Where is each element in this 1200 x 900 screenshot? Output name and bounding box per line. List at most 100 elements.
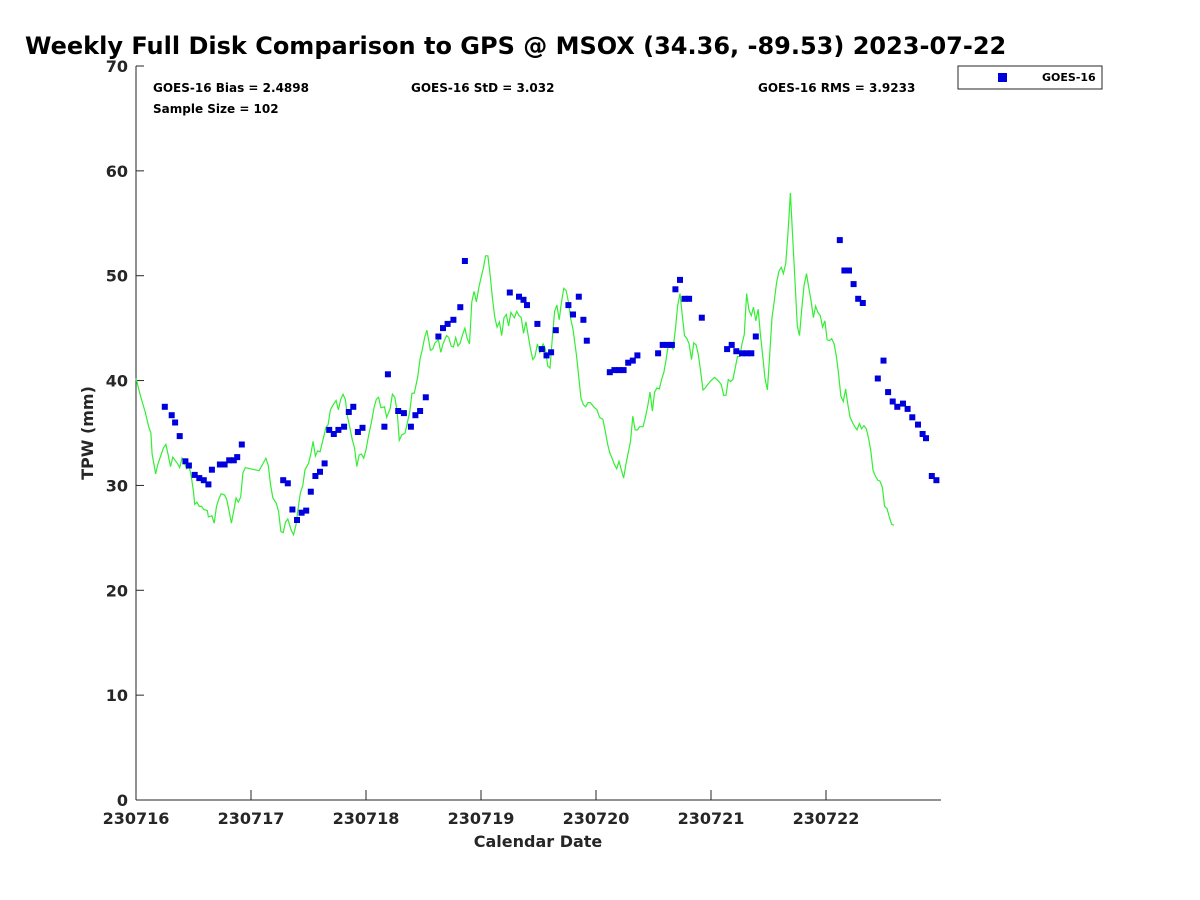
goes-point xyxy=(168,412,175,419)
goes-point xyxy=(205,481,212,488)
goes-point xyxy=(915,421,921,428)
goes-point xyxy=(928,473,935,479)
goes-point xyxy=(672,286,679,293)
goes-point xyxy=(664,341,671,348)
goes-point xyxy=(677,276,683,283)
goes-point xyxy=(611,367,618,374)
goes-point xyxy=(933,477,940,484)
legend-label-goes: GOES-16 xyxy=(1042,71,1096,84)
goes-point xyxy=(655,350,662,357)
y-tick-label: 60 xyxy=(106,162,128,181)
goes-point xyxy=(625,359,632,366)
goes-point xyxy=(548,349,555,356)
goes-point xyxy=(381,423,388,430)
y-axis-label: TPW (mm) xyxy=(78,386,97,480)
goes-point xyxy=(575,293,582,300)
y-tick-label: 50 xyxy=(106,267,128,286)
x-ticks: 230716 230717 230718 230719 230720 230721 2307… xyxy=(103,790,860,828)
goes-point xyxy=(543,352,550,359)
legend: GOES-16 xyxy=(957,65,1103,90)
goes-point xyxy=(889,398,896,405)
goes-point xyxy=(208,466,215,473)
goes-point xyxy=(185,462,192,469)
goes-point xyxy=(752,333,759,340)
goes-point xyxy=(280,477,287,484)
goes-point xyxy=(294,517,300,523)
goes-point xyxy=(326,426,333,433)
goes-point xyxy=(629,357,636,364)
goes-point xyxy=(226,457,233,464)
x-tick-label: 230719 xyxy=(448,809,515,828)
goes-point xyxy=(461,258,468,264)
goes-point xyxy=(312,473,319,479)
goes-point xyxy=(238,441,245,448)
goes-point xyxy=(538,346,545,353)
y-tick-label: 20 xyxy=(106,581,128,600)
goes-point xyxy=(570,311,576,318)
goes-point xyxy=(161,403,168,410)
chart-title: Weekly Full Disk Comparison to GPS @ MSO… xyxy=(25,32,1006,60)
goes-point xyxy=(330,431,337,437)
goes-point xyxy=(284,480,291,487)
goes-point xyxy=(307,488,314,495)
goes-point xyxy=(317,468,323,475)
goes-point xyxy=(724,346,731,353)
goes-point xyxy=(345,409,352,415)
goes-point xyxy=(743,350,750,357)
gps-line xyxy=(135,192,895,537)
goes-point xyxy=(520,296,527,303)
goes-point xyxy=(850,281,857,288)
goes-point xyxy=(303,507,310,514)
goes-point xyxy=(230,457,237,464)
goes-point xyxy=(216,461,223,468)
goes-point xyxy=(855,295,862,302)
y-tick-label: 10 xyxy=(106,686,128,705)
goes-point xyxy=(894,403,901,410)
goes-point xyxy=(919,431,926,437)
bias-stat: GOES-16 Bias = 2.4898 xyxy=(153,81,309,95)
goes-point xyxy=(616,367,622,374)
goes-point xyxy=(359,424,366,431)
goes-point xyxy=(748,350,755,357)
goes-point xyxy=(172,419,179,426)
plot-area xyxy=(135,66,941,801)
goes-point xyxy=(341,423,348,430)
goes-point xyxy=(234,454,241,461)
goes-point xyxy=(923,435,929,442)
x-tick-label: 230722 xyxy=(793,809,860,828)
goes-point xyxy=(516,293,522,300)
y-tick-label: 70 xyxy=(106,57,128,76)
y-tick-label: 40 xyxy=(106,372,128,391)
goes-point xyxy=(634,352,641,359)
goes-point xyxy=(450,316,457,323)
x-axis-label: Calendar Date xyxy=(474,832,603,851)
goes-point xyxy=(289,506,296,513)
goes-point xyxy=(417,408,424,414)
goes-point xyxy=(836,237,843,244)
goes-point xyxy=(841,267,848,274)
goes-point xyxy=(444,320,451,327)
goes-point xyxy=(885,389,892,396)
goes-point xyxy=(506,289,513,296)
legend-marker-goes xyxy=(998,73,1007,82)
goes-point xyxy=(395,408,402,414)
goes-point xyxy=(435,333,442,340)
goes-point xyxy=(524,302,530,309)
y-tick-label: 30 xyxy=(106,476,128,495)
goes-point xyxy=(874,375,881,382)
goes-point xyxy=(681,295,688,302)
goes-point xyxy=(298,509,305,516)
x-tick-label: 230716 xyxy=(103,809,170,828)
goes-point xyxy=(739,350,745,357)
goes-point xyxy=(335,426,342,433)
goes-point xyxy=(384,371,391,378)
goes-series xyxy=(161,237,940,523)
x-tick-label: 230718 xyxy=(333,809,400,828)
goes-point xyxy=(728,341,735,348)
rms-stat: GOES-16 RMS = 3.9233 xyxy=(758,81,915,95)
goes-point xyxy=(407,423,414,430)
goes-point xyxy=(606,369,613,376)
goes-point xyxy=(196,475,203,482)
goes-point xyxy=(412,412,419,419)
